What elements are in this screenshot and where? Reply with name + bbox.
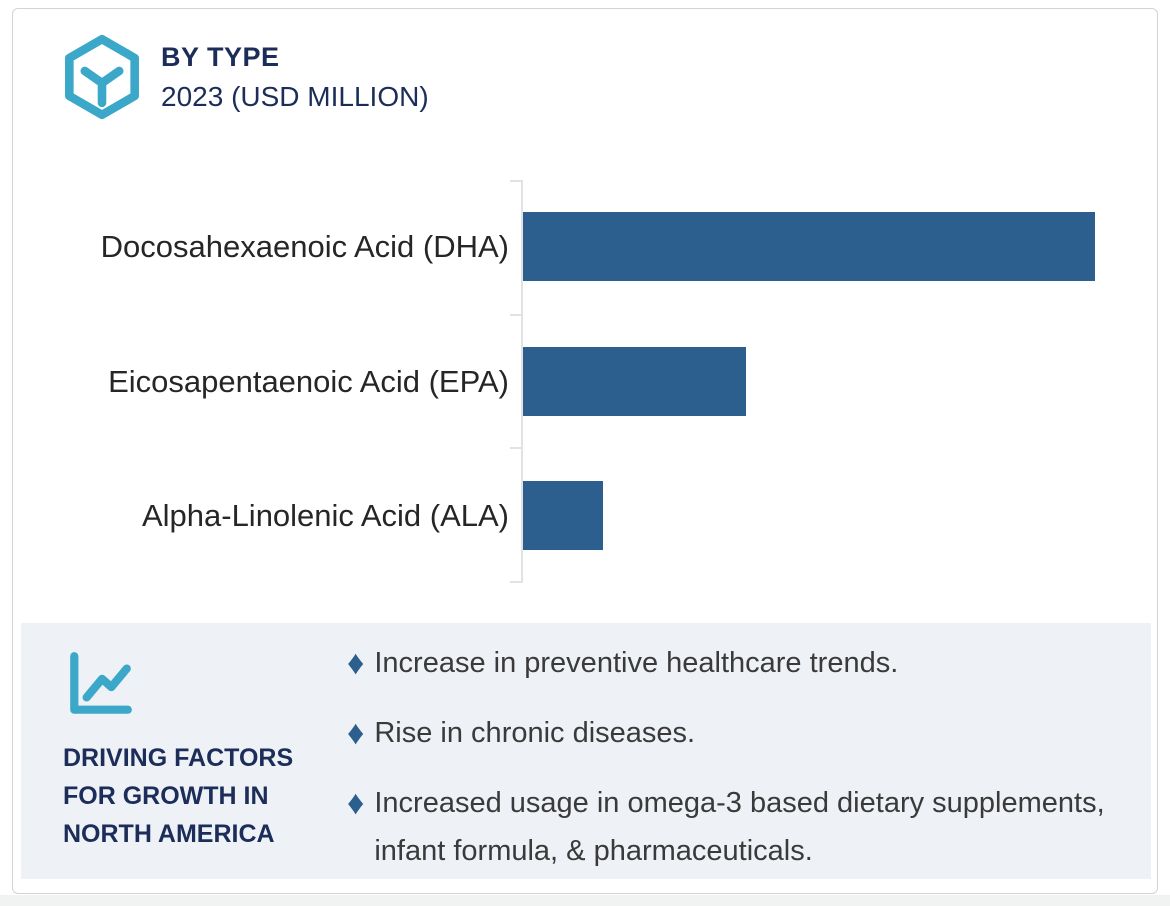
bar-epa <box>523 347 746 416</box>
driving-factors-panel: DRIVING FACTORS FOR GROWTH IN NORTH AMER… <box>21 623 1151 879</box>
chart-header: BY TYPE 2023 (USD MILLION) <box>161 41 429 114</box>
page-edge <box>0 895 1170 906</box>
bar-dha <box>523 212 1095 281</box>
list-item: ♦ Increase in preventive healthcare tren… <box>347 639 1137 687</box>
y-axis-line <box>521 180 523 583</box>
category-label-epa: Eicosapentaenoic Acid (EPA) <box>108 364 509 399</box>
page-subtitle: 2023 (USD MILLION) <box>161 81 429 113</box>
diamond-bullet-icon: ♦ <box>347 644 365 682</box>
bullet-text: Increased usage in omega-3 based dietary… <box>374 787 1105 867</box>
axis-tick <box>510 180 521 182</box>
axis-tick <box>510 581 521 583</box>
axis-tick <box>510 447 521 449</box>
bar-ala <box>523 481 603 550</box>
driving-factors-title: DRIVING FACTORS FOR GROWTH IN NORTH AMER… <box>63 744 294 848</box>
category-label-dha: Docosahexaenoic Acid (DHA) <box>100 229 509 264</box>
axis-tick <box>510 314 521 316</box>
line-chart-icon <box>70 652 132 714</box>
bullet-text: Increase in preventive healthcare trends… <box>374 647 899 679</box>
list-item: ♦ Rise in chronic diseases. <box>347 709 1137 757</box>
infographic-card: BY TYPE 2023 (USD MILLION) Docosahexaeno… <box>12 8 1158 894</box>
hexagon-cube-icon <box>65 34 139 120</box>
page-title: BY TYPE <box>161 42 280 72</box>
category-label-ala: Alpha-Linolenic Acid (ALA) <box>141 498 509 533</box>
bullet-text: Rise in chronic diseases. <box>374 717 696 749</box>
list-item: ♦ Increased usage in omega-3 based dieta… <box>347 779 1137 875</box>
diamond-bullet-icon: ♦ <box>347 784 365 822</box>
driving-factors-list: ♦ Increase in preventive healthcare tren… <box>347 639 1137 897</box>
diamond-bullet-icon: ♦ <box>347 714 365 752</box>
